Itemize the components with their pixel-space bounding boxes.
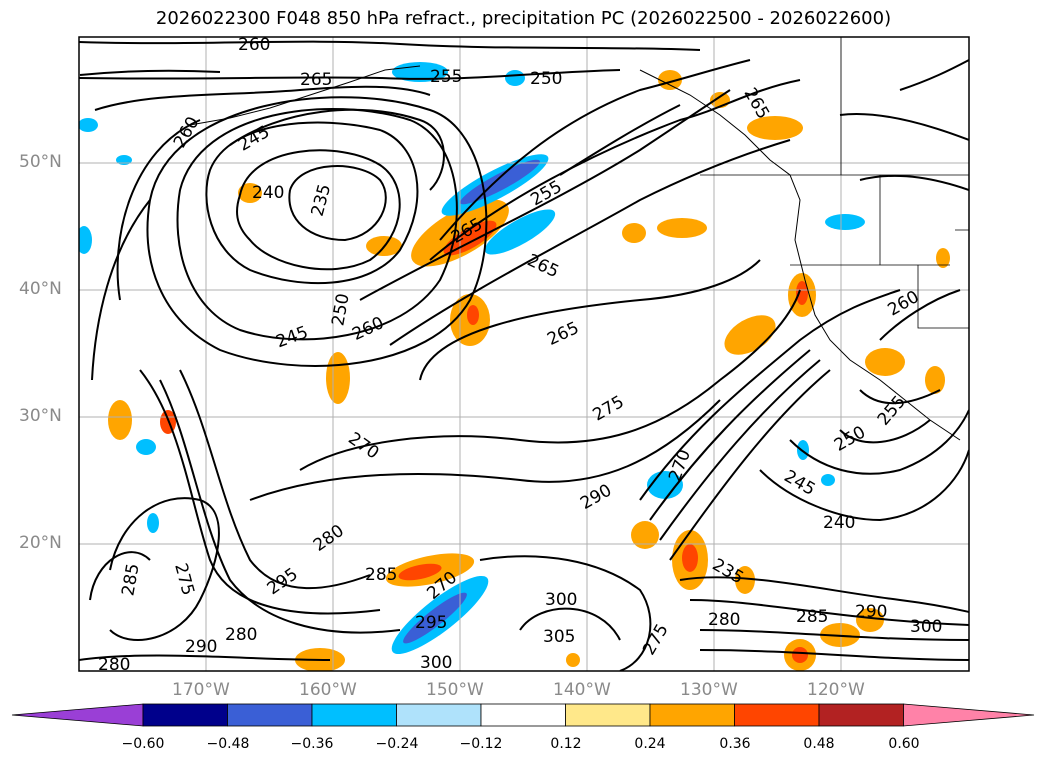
contour-label: 280 [98,655,130,675]
contour-label: 265 [300,70,332,90]
contour-label: 300 [420,653,452,673]
contour-label: 260 [238,35,270,55]
colorbar-tick: 0.60 [888,736,920,752]
contour-label: 240 [252,183,284,203]
colorbar-extend-high [903,703,1035,727]
precip-negative-shading [79,62,865,655]
colorbar-segment [311,703,397,727]
colorbar-tick: 0.12 [550,736,582,752]
colorbar-tick: −0.24 [375,736,419,752]
contour-label: 280 [708,610,740,630]
precip-positive-shading [108,70,950,671]
lat-label: 30°N [19,406,62,426]
colorbar-tick: −0.60 [121,736,165,752]
contour-label: 285 [365,565,397,585]
contour-label: 300 [545,590,577,610]
lon-label: 170°W [172,680,230,700]
colorbar-tick: −0.36 [290,736,334,752]
colorbar-segment [480,703,566,727]
lat-label: 40°N [19,279,62,299]
contour-label: 295 [415,613,447,633]
contour-label: 250 [530,69,562,89]
colorbar-segment [227,703,313,727]
contour-label: 305 [543,627,575,647]
map-plot-area: 260 265 255 250 260 245 240 235 250 245 … [79,35,969,675]
colorbar-segment [142,703,228,727]
colorbar-tick: −0.48 [206,736,250,752]
lat-label: 50°N [19,152,62,172]
colorbar-segment [396,703,482,727]
contour-label: 290 [855,602,887,622]
colorbar-segment [818,703,904,727]
colorbar-tick: 0.48 [803,736,835,752]
contour-label: 255 [430,67,462,87]
colorbar [11,703,1035,727]
refractivity-contours [79,40,969,671]
map-frame [78,36,970,672]
lon-label: 120°W [807,680,865,700]
lon-label: 140°W [553,680,611,700]
contour-labels: 260 265 255 250 260 245 240 235 250 245 … [98,35,942,675]
lon-label: 160°W [299,680,357,700]
contour-label: 290 [185,637,217,657]
colorbar-tick: 0.36 [719,736,751,752]
contour-label: 240 [823,513,855,533]
colorbar-segment [649,703,735,727]
colorbar-segment [565,703,651,727]
colorbar-tick: 0.24 [634,736,666,752]
colorbar-tick: −0.12 [459,736,503,752]
lon-label: 150°W [426,680,484,700]
lon-label: 130°W [680,680,738,700]
contour-label: 280 [225,625,257,645]
lat-label: 20°N [19,533,62,553]
colorbar-segment [734,703,820,727]
contour-label: 300 [910,617,942,637]
colorbar-extend-low [11,703,144,727]
contour-label: 285 [796,607,828,627]
map-title: 2026022300 F048 850 hPa refract., precip… [155,8,892,29]
